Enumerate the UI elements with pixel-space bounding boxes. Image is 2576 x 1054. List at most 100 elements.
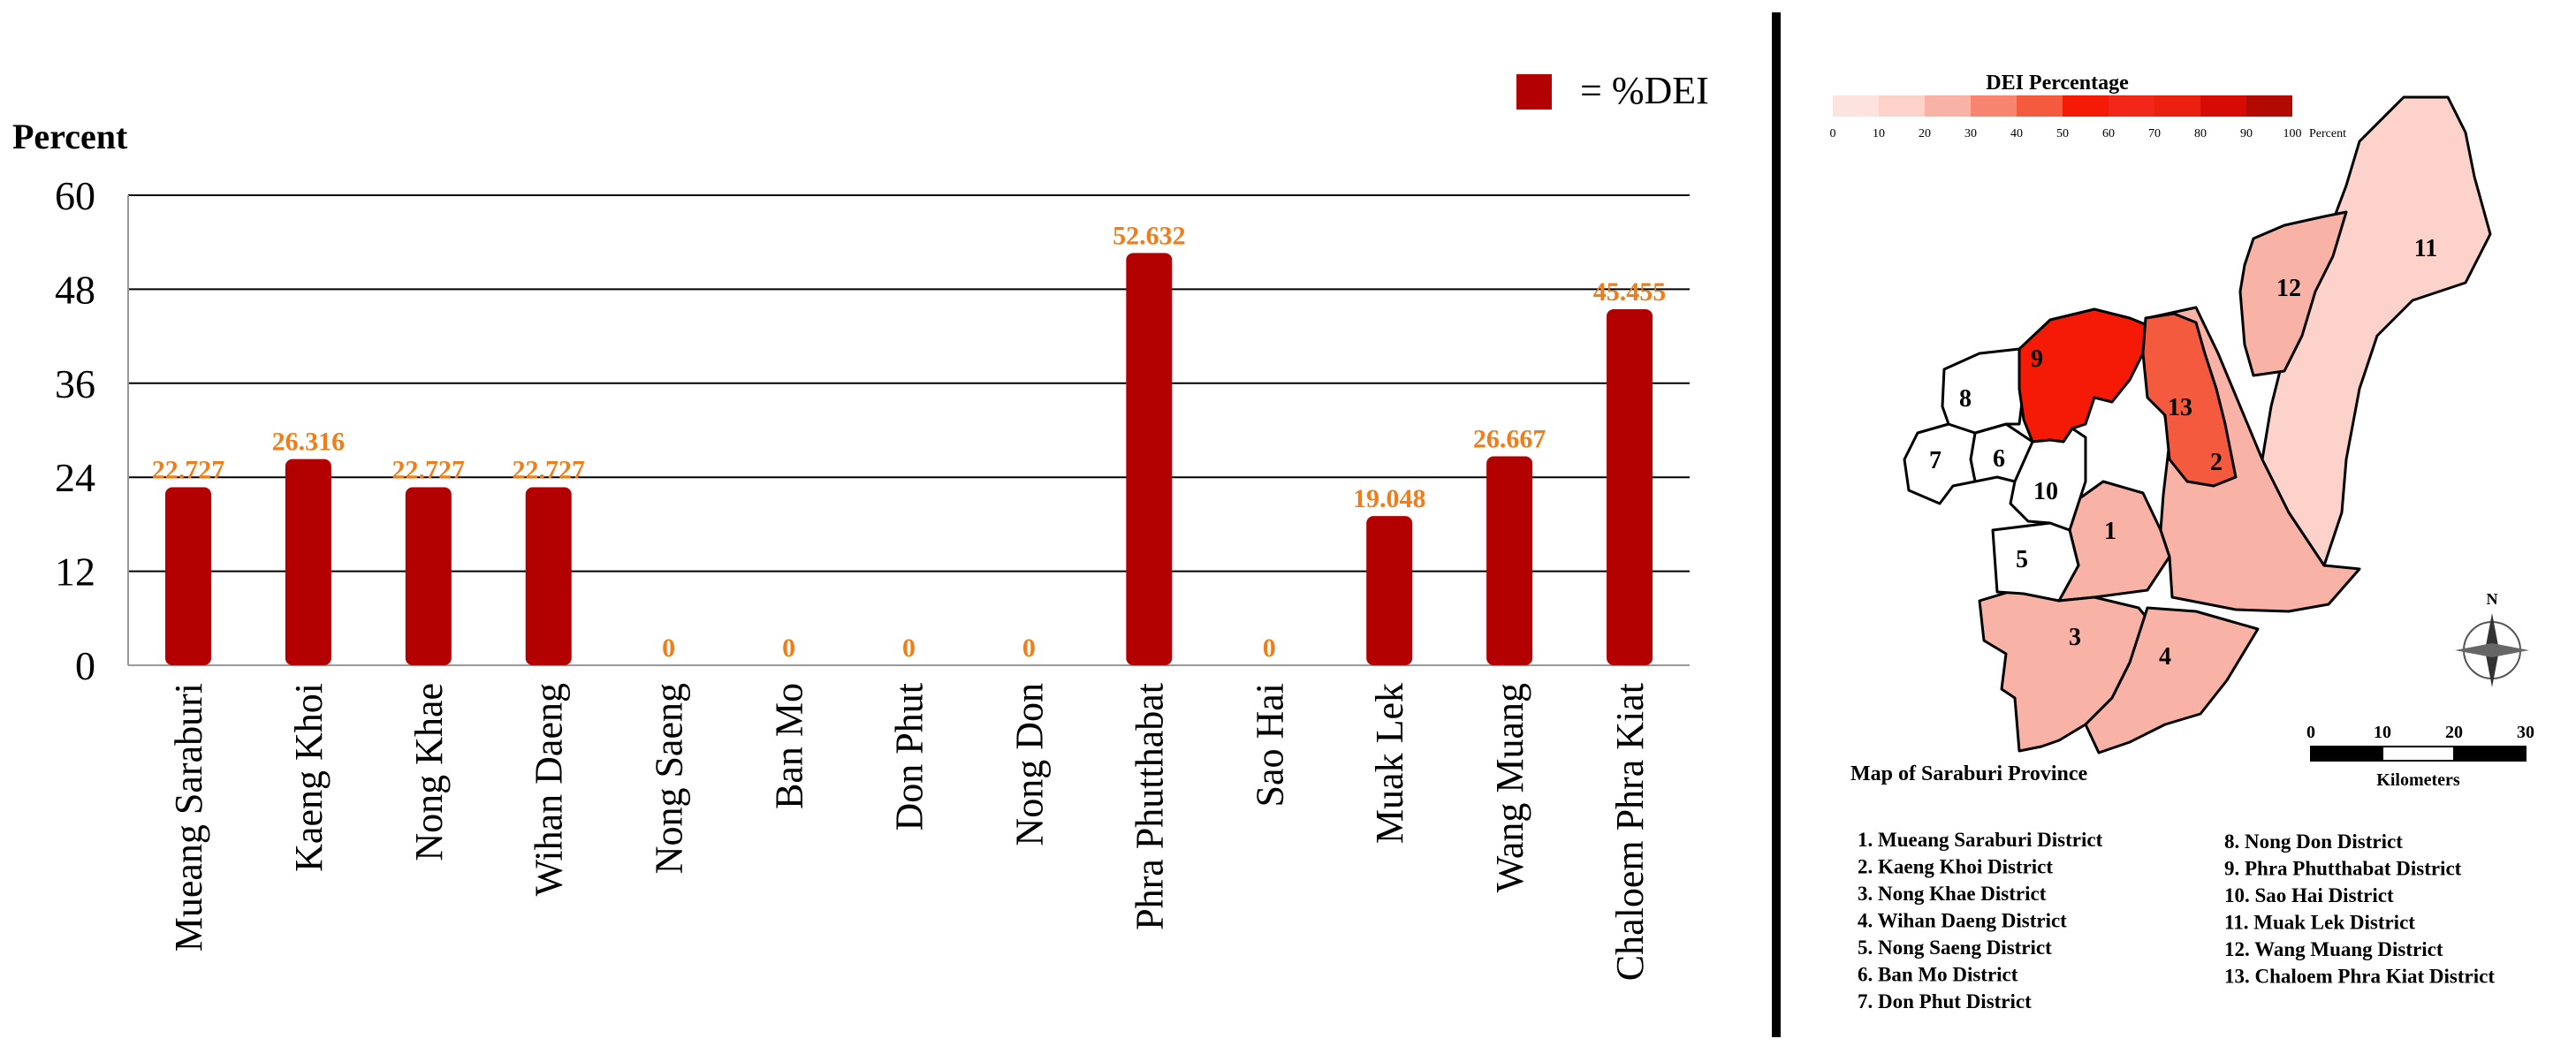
x-tick-label: Don Phut	[888, 683, 931, 830]
data-label: 0	[782, 633, 795, 663]
x-tick-label: Nong Saeng	[648, 683, 691, 874]
district-number: 9	[2031, 345, 2043, 373]
district-number: 2	[2210, 449, 2223, 476]
y-tick-label: 0	[75, 643, 95, 688]
district-legend-item: 12. Wang Muang District	[2224, 938, 2443, 960]
bar	[1126, 253, 1173, 665]
scale-swatch	[2017, 95, 2063, 117]
scalebar-segment	[2453, 746, 2527, 762]
scalebar-segment	[2310, 746, 2383, 762]
district-number: 8	[1959, 385, 1972, 413]
legend-swatch	[1516, 74, 1552, 110]
y-tick-label: 24	[55, 455, 95, 500]
y-tick-label: 36	[55, 361, 95, 406]
district-legend-item: 7. Don Phut District	[1858, 990, 2032, 1012]
district-legend-item: 1. Mueang Saraburi District	[1858, 829, 2103, 851]
scale-swatch	[2246, 95, 2292, 117]
x-tick-label: Nong Don	[1007, 683, 1051, 846]
scale-tick: 60	[2102, 127, 2115, 140]
data-label: 0	[662, 633, 675, 663]
bar	[1607, 308, 1653, 665]
district-legend-item: 3. Nong Khae District	[1858, 883, 2047, 905]
district-number: 3	[2069, 624, 2081, 651]
bar-chart: Percent 0 12 24 36 48 60 22.727 Mueang Saraburi 2…	[12, 69, 1709, 981]
y-tick-label: 60	[55, 173, 95, 218]
legend-label: = %DEI	[1580, 69, 1709, 112]
x-tick-label: Kaeng Khoi	[287, 683, 331, 872]
data-label: 22.727	[152, 455, 225, 484]
district-legend-item: 13. Chaloem Phra Kiat District	[2224, 966, 2495, 988]
district-legend-item: 5. Nong Saeng District	[1858, 936, 2052, 959]
district-legend-item: 9. Phra Phutthabat District	[2224, 858, 2462, 880]
district-shape	[2009, 427, 2087, 532]
data-label: 22.727	[512, 455, 585, 484]
data-label: 22.727	[392, 455, 466, 484]
district-number: 6	[1993, 445, 2005, 473]
scalebar-segment	[2382, 746, 2455, 762]
scale-tick: 70	[2148, 127, 2161, 140]
scale-swatch	[2109, 95, 2154, 117]
scale-unit: Percent	[2309, 127, 2346, 140]
district-legend-item: 11. Muak Lek District	[2224, 912, 2415, 934]
compass-needle-ew	[2455, 643, 2529, 657]
district-number: 11	[2414, 235, 2437, 262]
district-legend-item: 4. Wihan Daeng District	[1858, 910, 2067, 932]
scalebar-tick: 0	[2306, 723, 2315, 742]
scale-swatch	[2200, 95, 2246, 117]
scale-swatch	[1833, 95, 1879, 117]
district-number: 13	[2168, 394, 2192, 421]
x-tick-label: Ban Mo	[768, 683, 811, 809]
x-tick-label: Nong Khae	[407, 683, 451, 861]
data-label: 19.048	[1353, 484, 1426, 513]
data-label: 52.632	[1113, 221, 1186, 250]
data-label: 26.667	[1473, 425, 1546, 454]
map-panel: DEI Percentage 0 10 20 30 40 50 60 70 80 90 100 Perc…	[1794, 0, 2576, 1054]
y-tick-label: 12	[55, 550, 95, 595]
scale-tick: 30	[1964, 127, 1977, 140]
x-tick-label: Sao Hai	[1248, 683, 1291, 808]
data-label: 0	[1263, 633, 1276, 663]
x-tick-label: Chaloem Phra Kiat	[1608, 683, 1652, 981]
scalebar-tick: 30	[2517, 723, 2534, 742]
scale-tick: 20	[1919, 127, 1931, 140]
district-legend-item: 6. Ban Mo District	[1858, 964, 2018, 986]
x-tick-label: Wihan Daeng	[528, 683, 571, 896]
data-label: 45.455	[1593, 277, 1667, 307]
district-number: 10	[2033, 478, 2058, 505]
bar-chart-panel: Percent 0 12 24 36 48 60 22.727 Mueang Saraburi 2…	[12, 69, 1709, 981]
district-shape	[2084, 606, 2260, 754]
bar	[285, 459, 331, 665]
district-shape	[1991, 521, 2080, 603]
bar	[405, 487, 452, 665]
data-label: 0	[1022, 633, 1036, 663]
scale-tick: 50	[2056, 127, 2069, 140]
bar	[525, 487, 572, 665]
district-number: 4	[2159, 643, 2171, 671]
scale-tick: 90	[2240, 127, 2253, 140]
x-tick-label: Muak Lek	[1368, 683, 1411, 844]
data-label: 26.316	[272, 428, 346, 457]
district-shape	[1941, 347, 2025, 435]
bar	[1366, 516, 1413, 665]
scale-tick: 80	[2194, 127, 2207, 140]
bar	[164, 487, 211, 665]
district-legend-item: 2. Kaeng Khoi District	[1858, 856, 2053, 878]
scale-tick: 40	[2010, 127, 2023, 140]
district-number: 12	[2276, 275, 2301, 302]
bar	[1486, 456, 1533, 665]
district-number: 5	[2016, 546, 2028, 573]
x-tick-label: Wang Muang	[1488, 683, 1531, 892]
district-legend-item: 10. Sao Hai District	[2224, 884, 2394, 906]
scalebar-tick: 20	[2445, 723, 2463, 742]
map-title: Map of Saraburi Province	[1850, 762, 2088, 785]
district-legend-item: 8. Nong Don District	[2224, 830, 2403, 853]
scale-tick: 0	[1830, 127, 1836, 140]
scalebar-tick: 10	[2374, 723, 2391, 742]
y-tick-label: 48	[55, 267, 95, 312]
district-shape	[2017, 307, 2149, 444]
scale-tick: 10	[1873, 127, 1885, 140]
x-tick-label: Phra Phutthabat	[1128, 683, 1171, 930]
scale-swatch	[1925, 95, 1971, 117]
x-tick-label: Mueang Saraburi	[167, 683, 210, 952]
